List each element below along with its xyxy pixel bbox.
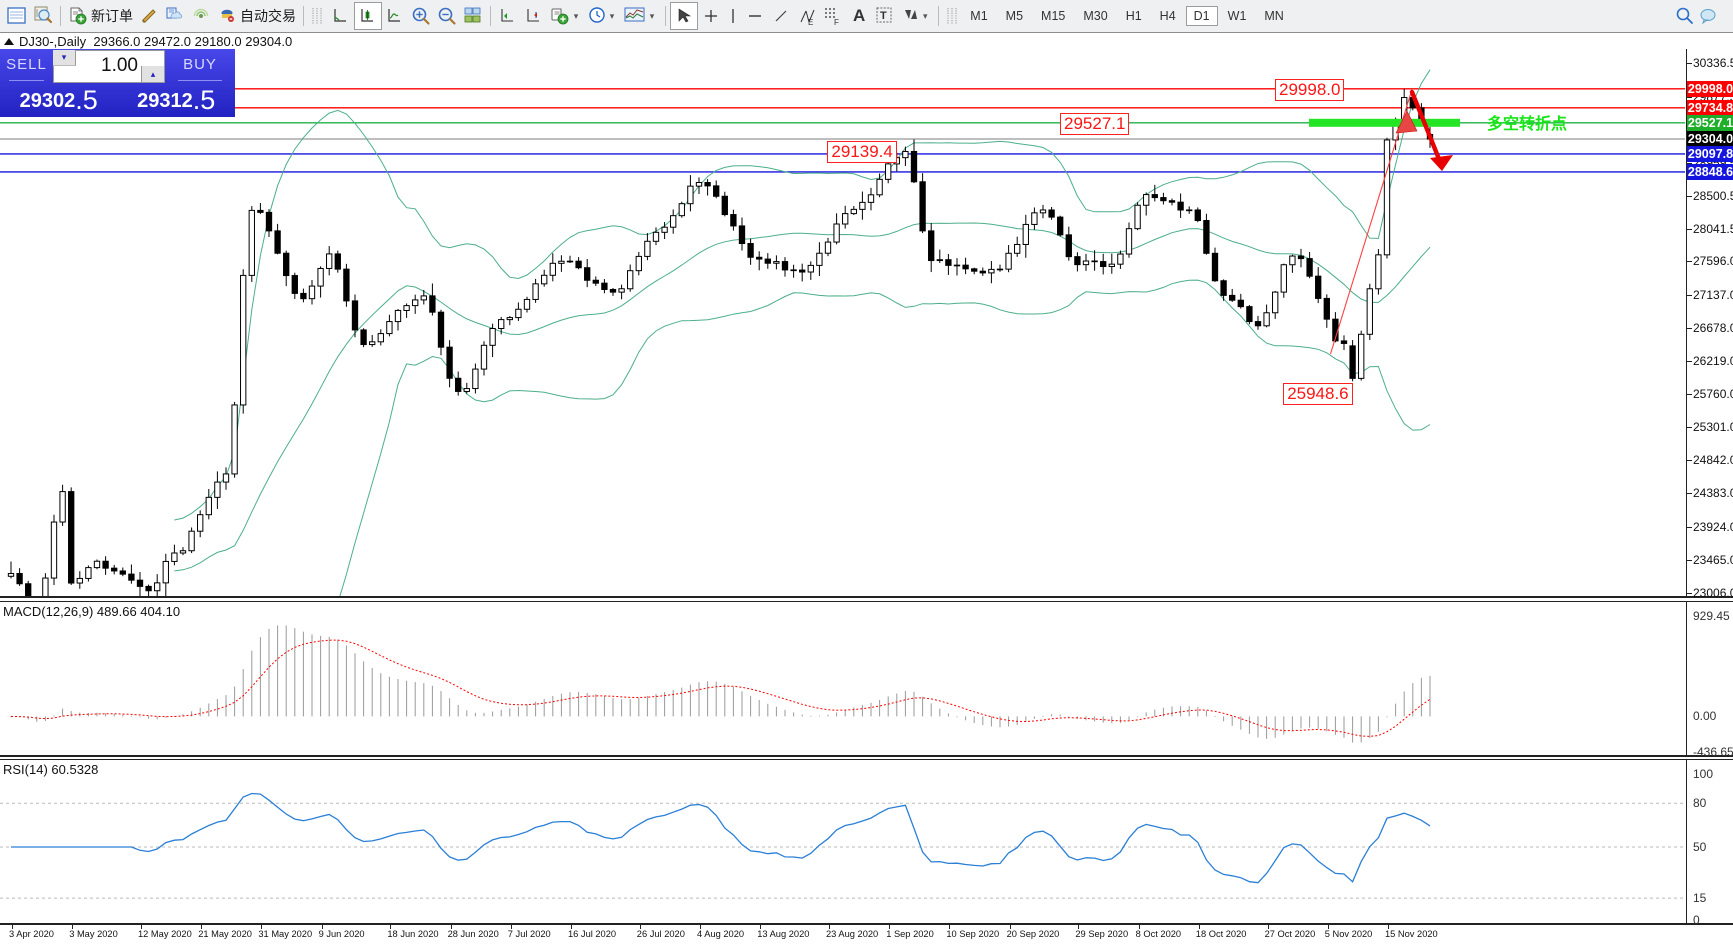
svg-text:E: E <box>808 18 813 26</box>
svg-text:T: T <box>880 10 887 22</box>
svg-text:F: F <box>834 18 839 26</box>
